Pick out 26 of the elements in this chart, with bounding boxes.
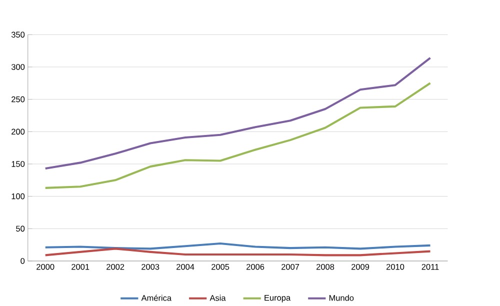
x-tick-label: 2005 bbox=[212, 264, 230, 270]
x-tick-label: 2001 bbox=[72, 264, 90, 270]
y-tick-label: 250 bbox=[12, 96, 25, 102]
x-tick-label: 2004 bbox=[176, 264, 194, 270]
legend-label: Asia bbox=[210, 294, 226, 301]
y-tick-label: 0 bbox=[20, 258, 25, 264]
line-series bbox=[44, 82, 432, 189]
x-tick-label: 2009 bbox=[352, 264, 370, 270]
x-tick-label: 2007 bbox=[282, 264, 300, 270]
x-tick-label: 2006 bbox=[246, 264, 264, 270]
y-tick-label: 50 bbox=[16, 226, 25, 232]
y-tick-label: 200 bbox=[12, 128, 25, 134]
x-tick-label: 2002 bbox=[106, 264, 124, 270]
x-tick-label: 2008 bbox=[316, 264, 334, 270]
x-tick-label: 2011 bbox=[422, 264, 439, 270]
x-tick-label: 2003 bbox=[142, 264, 160, 270]
y-tick-label: 300 bbox=[11, 64, 25, 70]
legend-label: América bbox=[141, 294, 172, 301]
legend-label: Europa bbox=[264, 294, 291, 302]
x-tick-label: 2000 bbox=[36, 264, 54, 270]
y-tick-label: 150 bbox=[12, 160, 25, 167]
x-tick-label: 2010 bbox=[386, 264, 404, 270]
y-tick-label: 100 bbox=[12, 193, 25, 200]
line-series bbox=[44, 56, 432, 170]
y-tick-label: 350 bbox=[11, 32, 25, 38]
legend-label: Mundo bbox=[329, 294, 354, 301]
